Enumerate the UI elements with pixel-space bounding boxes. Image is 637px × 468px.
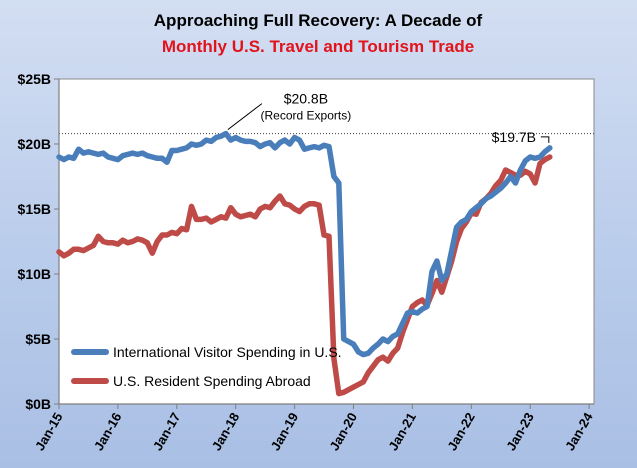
y-tick-label: $25B [18, 71, 51, 87]
x-tick-label: Jan-19 [268, 410, 302, 453]
legend: International Visitor Spending in U.S. U… [71, 344, 342, 389]
x-tick-label: Jan-16 [91, 410, 125, 453]
series-line-international [56, 130, 553, 358]
annotation-latest-value: $19.7B [492, 129, 536, 145]
y-axis-ticks: $0B $5B $10B $15B $20B $25B [18, 71, 59, 412]
x-tick-label: Jan-21 [385, 410, 419, 453]
y-tick-label: $5B [25, 331, 51, 347]
y-tick-label: $20B [18, 136, 51, 152]
annotation-latest: $19.7B [492, 129, 550, 145]
chart-title-line1: Approaching Full Recovery: A Decade of [154, 11, 483, 30]
annotation-record-value: $20.8B [284, 91, 328, 107]
x-tick-label: Jan-15 [32, 410, 66, 453]
annotation-record-label: (Record Exports) [261, 109, 352, 123]
annotation-record: $20.8B (Record Exports) [227, 91, 352, 130]
x-tick-label: Jan-18 [209, 410, 243, 453]
annotation-record-leader [227, 103, 263, 130]
x-tick-label: Jan-24 [562, 409, 596, 453]
legend-label-international: International Visitor Spending in U.S. [113, 344, 342, 360]
x-tick-label: Jan-22 [444, 410, 478, 453]
legend-label-resident: U.S. Resident Spending Abroad [113, 373, 311, 389]
chart-title-line2: Monthly U.S. Travel and Tourism Trade [162, 37, 474, 56]
y-tick-label: $10B [18, 266, 51, 282]
y-tick-label: $15B [18, 201, 51, 217]
series-group [56, 130, 553, 397]
x-tick-label: Jan-20 [327, 410, 361, 453]
x-tick-label: Jan-23 [503, 410, 537, 453]
annotation-latest-leader [540, 136, 550, 143]
y-tick-label: $0B [25, 396, 51, 412]
x-axis-ticks: Jan-15 Jan-16 Jan-17 Jan-18 Jan-19 Jan-20 Jan-… [32, 404, 596, 453]
x-tick-label: Jan-17 [150, 410, 184, 453]
